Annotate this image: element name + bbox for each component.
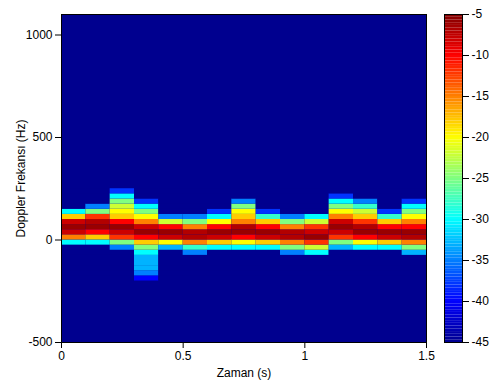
svg-text:Doppler Frekansı (Hz): Doppler Frekansı (Hz) (14, 119, 28, 237)
svg-text:0: 0 (46, 233, 53, 247)
svg-text:-10: -10 (472, 48, 490, 62)
svg-text:-5: -5 (472, 7, 483, 21)
svg-text:1: 1 (301, 349, 308, 363)
svg-text:0.5: 0.5 (175, 349, 192, 363)
svg-text:1.5: 1.5 (418, 349, 435, 363)
svg-text:-30: -30 (472, 212, 490, 226)
svg-text:1000: 1000 (26, 28, 53, 42)
svg-text:-45: -45 (472, 335, 490, 349)
svg-text:-15: -15 (472, 89, 490, 103)
svg-text:500: 500 (32, 130, 52, 144)
svg-text:-20: -20 (472, 130, 490, 144)
svg-text:0: 0 (58, 349, 65, 363)
svg-text:-25: -25 (472, 171, 490, 185)
svg-text:-500: -500 (28, 335, 52, 349)
svg-text:Zaman (s): Zaman (s) (217, 366, 272, 380)
svg-text:-35: -35 (472, 253, 490, 267)
svg-text:-40: -40 (472, 294, 490, 308)
